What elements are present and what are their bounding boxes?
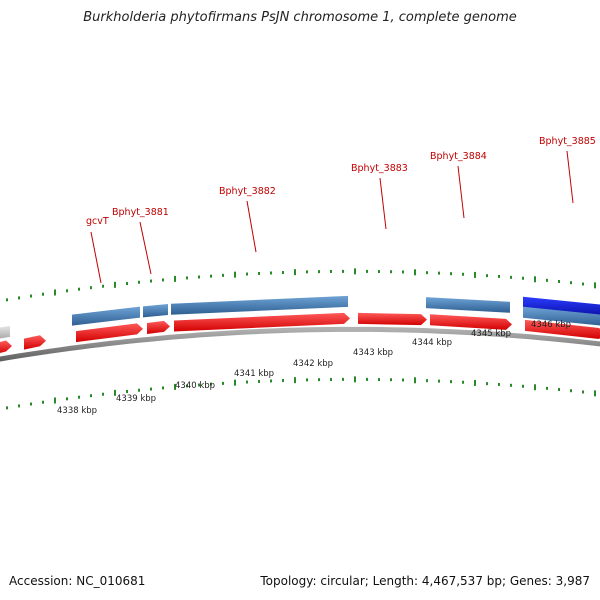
gene-label: Bphyt_3881 [112, 207, 169, 218]
scale-label: 4341 kbp [234, 369, 274, 379]
map-title: Burkholderia phytofirmans PsJN chromosom… [83, 10, 517, 25]
leader-line [379, 177, 387, 230]
leader-line [457, 165, 465, 219]
cds-gcvT [72, 306, 140, 326]
gene-label: Bphyt_3884 [430, 151, 487, 162]
cds-bphyt-3885 [523, 306, 600, 326]
gene-track [0, 295, 600, 354]
leader-line [566, 150, 574, 204]
gene-arrow [0, 340, 12, 354]
outer-tick-ring [6, 268, 596, 302]
accession-text: Accession: NC_010681 [9, 574, 146, 588]
scale-label: 4339 kbp [116, 394, 156, 404]
leader-line [139, 221, 152, 275]
leader-line [90, 231, 102, 284]
gene-bphyt-3883 [358, 312, 427, 326]
gene-label: Bphyt_3885 [539, 136, 596, 147]
cds-bphyt-3882 [171, 295, 348, 315]
gene-bphyt-3884 [430, 314, 512, 330]
scale-label: 4342 kbp [293, 359, 333, 369]
gene-label: Bphyt_3883 [351, 163, 408, 174]
scale-label: 4346 kbp [531, 320, 571, 330]
gene-bphyt-3882 [174, 312, 350, 332]
scale-label: 4344 kbp [412, 338, 452, 348]
gene-label: Bphyt_3882 [219, 186, 276, 197]
chromosome-backbone [0, 326, 600, 362]
gene-bphyt-3881 [147, 320, 170, 334]
gene-arrow [24, 335, 46, 350]
leader-line [246, 200, 257, 253]
gene-gcvT [76, 323, 143, 343]
gene-bphyt-3885 [525, 319, 600, 340]
scale-label: 4345 kbp [471, 329, 511, 339]
gene-other [0, 325, 10, 339]
genome-stats-text: Topology: circular; Length: 4,467,537 bp… [260, 574, 590, 588]
scale-label: 4343 kbp [353, 348, 393, 358]
inner-tick-ring [6, 376, 596, 410]
backbone-layer [0, 326, 600, 362]
scale-label-layer: 4338 kbp 4339 kbp 4340 kbp 4341 kbp 4342 kbp… [57, 320, 571, 416]
cds-bphyt-3885-highlight [523, 296, 600, 316]
gene-label: gcvT [86, 216, 109, 227]
scale-label: 4340 kbp [175, 381, 215, 391]
cds-bphyt-3881 [143, 303, 168, 318]
scale-label: 4338 kbp [57, 406, 97, 416]
label-leader-lines [90, 150, 574, 284]
cds-bphyt-3884 [426, 297, 510, 313]
